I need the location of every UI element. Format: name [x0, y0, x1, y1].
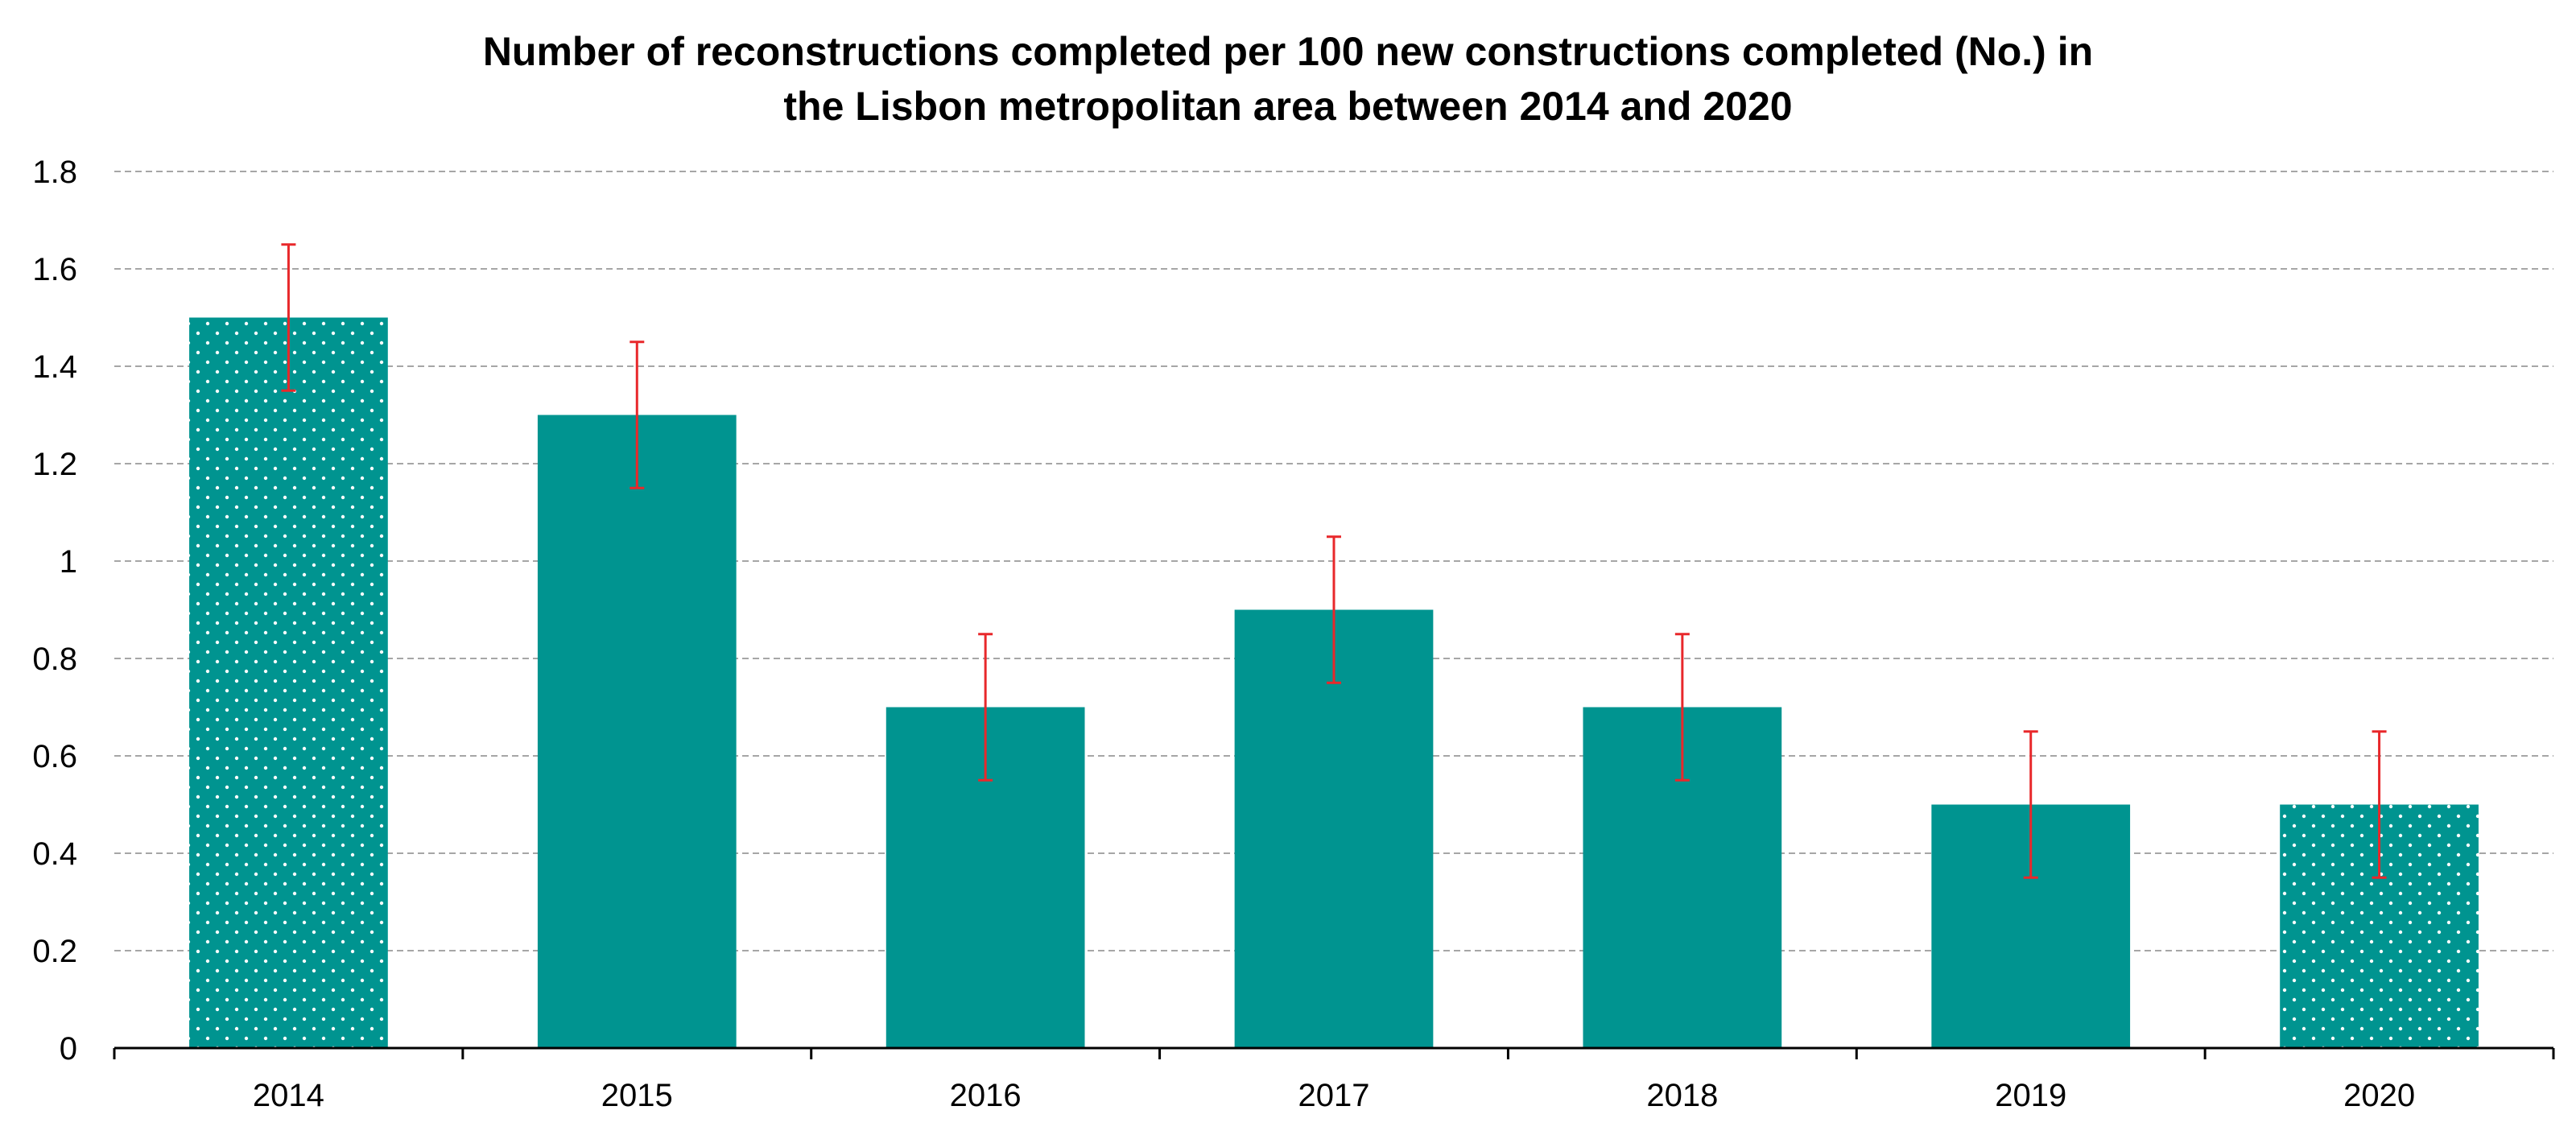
y-tick-label: 0 — [60, 1031, 77, 1067]
x-tick-label: 2018 — [1646, 1078, 1718, 1113]
y-tick-label: 1.6 — [32, 252, 77, 287]
y-axis-tick-labels: 0 0.2 0.4 0.6 0.8 1 1.2 1.4 1.6 1.8 — [32, 155, 77, 1067]
x-axis-tick-labels: 2014 2015 2016 2017 2018 2019 2020 — [253, 1078, 2415, 1113]
y-tick-label: 0.2 — [32, 934, 77, 969]
bar — [538, 415, 737, 1049]
x-tick-label: 2015 — [601, 1078, 673, 1113]
bar — [189, 318, 388, 1049]
x-tick-label: 2014 — [253, 1078, 324, 1113]
bar-chart: 00.20.40.60.811.21.41.61.8 2014 2015 2016 2… — [0, 0, 2576, 1135]
y-tick-label: 1.4 — [32, 349, 77, 385]
x-tick-label: 2017 — [1298, 1078, 1370, 1113]
y-tick-label: 1.8 — [32, 155, 77, 190]
y-tick-label: 0.8 — [32, 642, 77, 677]
x-tick-label: 2016 — [950, 1078, 1022, 1113]
y-tick-label: 0.4 — [32, 836, 77, 872]
x-tick-label: 2020 — [2343, 1078, 2415, 1113]
x-axis — [114, 1048, 2553, 1059]
x-tick-label: 2019 — [1995, 1078, 2066, 1113]
y-tick-label: 0.6 — [32, 739, 77, 774]
y-tick-label: 1.2 — [32, 447, 77, 482]
y-tick-label: 1 — [60, 544, 77, 580]
